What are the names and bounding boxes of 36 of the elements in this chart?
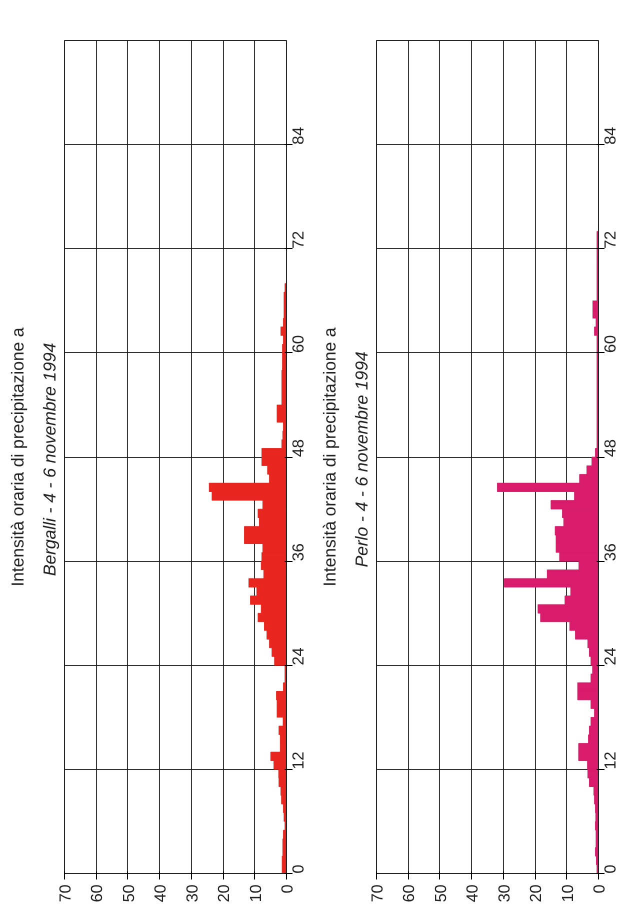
y-tick-label: 84 [602,126,620,145]
y-tick-label: 72 [602,230,620,249]
x-tick-label: 50 [120,884,138,902]
y-tick-label: 36 [602,543,620,562]
y-tick-label: 0 [602,864,620,874]
y-tick-label: 48 [290,439,308,457]
text: Intensità oraria di precipitazione a [8,327,28,587]
y-tick-label: 84 [290,126,308,145]
x-tick-label: 0 [280,884,296,894]
x-tick-label: 20 [528,884,546,902]
x-tick-label: 60 [401,884,418,902]
x-tick-label: 30 [184,884,202,902]
y-tick-label: 24 [602,647,620,666]
x-tick-label: 60 [89,884,106,902]
x-tick-label: 10 [560,884,577,902]
y-tick-label: 12 [290,751,308,770]
x-tick-label: 30 [496,884,514,902]
x-tick-label: 70 [370,884,386,902]
text: Intensità oraria di precipitazione a [320,327,340,587]
y-tick-label: 48 [602,439,620,457]
x-tick-label: 20 [216,884,234,902]
y-tick-label: 12 [602,751,620,770]
y-tick-label: 36 [290,543,308,562]
x-tick-label: 10 [248,884,265,902]
y-tick-label: 72 [290,230,308,249]
x-tick-label: 50 [432,884,450,902]
x-tick-label: 0 [592,884,608,894]
y-tick-label: 60 [602,334,620,353]
y-tick-label: 60 [290,334,308,353]
x-tick-label: 40 [464,884,482,902]
text: Bergalli - 4 - 6 novembre 1994 [40,342,60,576]
y-tick-label: 0 [290,864,308,874]
x-tick-label: 40 [152,884,170,902]
y-tick-label: 24 [290,647,308,666]
x-tick-label: 70 [58,884,74,902]
text: Perlo - 4 - 6 novembre 1994 [352,352,372,568]
